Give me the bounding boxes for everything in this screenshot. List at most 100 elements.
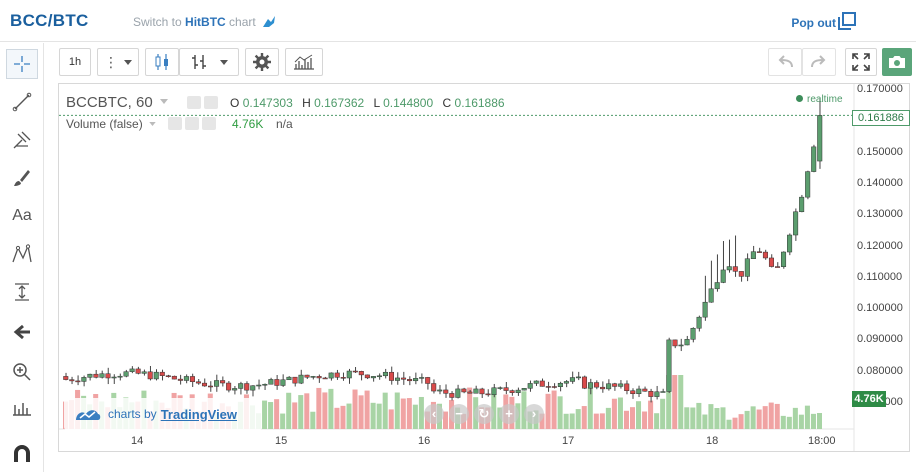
interval-menu[interactable]: ⋮ <box>97 48 139 76</box>
volume-legend-controls <box>168 117 216 130</box>
volume-bar <box>274 399 280 429</box>
zoom-tool[interactable] <box>6 357 38 387</box>
settings-button[interactable] <box>245 48 279 76</box>
volume-bar <box>406 398 412 429</box>
candle <box>407 379 413 382</box>
indicators-icon <box>294 54 314 70</box>
candle <box>527 383 533 389</box>
indicators-button[interactable] <box>285 48 323 76</box>
ruler-tool[interactable] <box>6 393 38 423</box>
magnet-tool[interactable] <box>6 439 38 469</box>
candle <box>425 377 431 384</box>
crosshair-tool[interactable] <box>6 49 38 79</box>
camera-icon <box>889 56 905 68</box>
arrow-left-icon <box>13 324 30 340</box>
volume-bar <box>551 390 557 429</box>
volume-bar <box>557 396 563 429</box>
candle <box>551 386 557 388</box>
candle <box>183 376 189 381</box>
settings-icon[interactable] <box>204 96 218 109</box>
volume-bar <box>654 413 660 429</box>
candle <box>545 386 551 388</box>
settings-icon[interactable] <box>185 117 199 130</box>
candle <box>117 375 123 378</box>
bars-style-button[interactable] <box>179 48 239 76</box>
candles-style-button[interactable] <box>145 48 179 76</box>
candle <box>268 379 274 385</box>
symbol-label: BCCBTC, 60 <box>66 94 153 111</box>
high-value: 0.167362 <box>314 96 365 110</box>
candle <box>364 374 370 379</box>
candle <box>171 375 177 380</box>
redo-button[interactable] <box>802 48 836 76</box>
candle <box>563 381 569 384</box>
pitchfork-tool[interactable] <box>6 125 38 155</box>
symbol-legend[interactable]: BCCBTC, 60 <box>66 94 168 111</box>
candle <box>304 374 310 378</box>
candle <box>793 211 799 236</box>
volume-bar <box>593 413 599 429</box>
candle <box>81 377 87 382</box>
candle <box>280 379 286 386</box>
tradingview-branding[interactable]: charts by TradingView <box>64 398 262 430</box>
close-icon[interactable] <box>202 117 216 130</box>
candle <box>485 393 491 396</box>
switch-chart-link[interactable]: Switch to HitBTC chart <box>133 15 276 29</box>
screenshot-button[interactable] <box>882 48 912 76</box>
zoom-out-button[interactable]: − <box>449 404 469 424</box>
candle <box>286 376 292 381</box>
interval-button[interactable]: 1h <box>59 48 91 76</box>
candle <box>189 376 195 383</box>
candle <box>726 266 732 271</box>
candle <box>93 373 99 378</box>
volume-bar <box>364 390 370 429</box>
volume-value: 4.76K <box>232 117 264 131</box>
volume-bar <box>726 419 732 429</box>
candle <box>539 380 545 387</box>
low-label: L <box>373 96 380 110</box>
candle <box>388 371 394 381</box>
candle <box>774 266 781 268</box>
scroll-right-button[interactable]: › <box>524 404 544 424</box>
volume-bar <box>780 415 786 429</box>
candle <box>292 376 298 384</box>
volume-legend[interactable]: Volume (false) <box>66 117 156 131</box>
chevron-down-icon[interactable] <box>149 122 156 126</box>
ruler-icon <box>13 403 31 416</box>
back-tool[interactable] <box>6 317 38 347</box>
volume-bar <box>690 407 696 429</box>
symbol-legend-controls <box>187 96 218 109</box>
pop-out-icon[interactable] <box>838 12 856 30</box>
volume-bar <box>394 392 400 429</box>
eye-icon[interactable] <box>168 117 182 130</box>
candle <box>226 382 232 391</box>
candle <box>594 382 600 388</box>
volume-bar <box>521 391 527 429</box>
volume-bar <box>810 413 816 429</box>
candle <box>352 370 358 373</box>
eye-icon[interactable] <box>187 96 201 109</box>
volume-bar <box>298 395 304 429</box>
fullscreen-button[interactable] <box>845 48 877 76</box>
candle <box>135 368 141 374</box>
reset-button[interactable]: ↻ <box>474 404 494 424</box>
pattern-tool[interactable] <box>6 239 38 269</box>
candle <box>533 380 539 384</box>
trend-line-tool[interactable] <box>6 87 38 117</box>
volume-bar <box>732 417 738 429</box>
volume-bar <box>611 398 617 429</box>
zoom-in-button[interactable]: + <box>499 404 519 424</box>
brush-tool[interactable] <box>6 163 38 193</box>
volume-bar <box>376 403 382 429</box>
price-chart[interactable] <box>59 84 909 451</box>
chevron-down-icon[interactable] <box>159 99 168 104</box>
pop-out-button[interactable]: Pop out <box>791 16 836 30</box>
candle <box>382 371 388 377</box>
time-tick-label: 18 <box>706 435 719 447</box>
candle <box>521 388 527 391</box>
undo-button[interactable] <box>768 48 802 76</box>
measure-tool[interactable] <box>6 277 38 307</box>
volume-bar <box>322 392 328 429</box>
text-tool[interactable]: Aa <box>6 201 38 231</box>
scroll-left-button[interactable]: ‹ <box>424 404 444 424</box>
